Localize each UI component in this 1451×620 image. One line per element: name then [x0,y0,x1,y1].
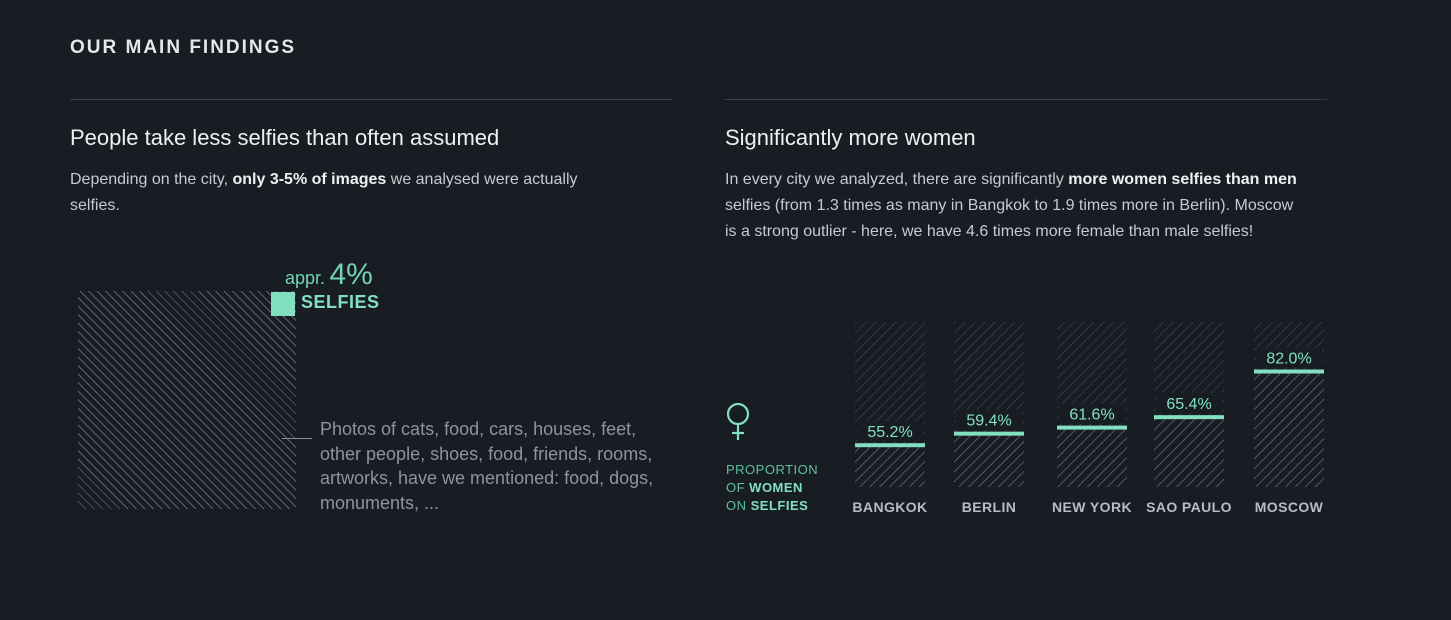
female-symbol-icon [726,402,750,440]
bar-moscow [1254,371,1324,487]
bar-sao-paulo [1154,417,1224,487]
value-label-backdrop [1156,393,1222,414]
bar-marker-line [954,431,1024,436]
proportion-line-2: OF WOMEN [726,479,818,497]
bars-group: 55.2% BANGKOK 59.4% BERLIN 61.6% NEW YORK 65.4… [852,322,1324,515]
left-text-after: we analysed were actually selfies. [70,171,578,214]
proportion-selfies: SELFIES [750,498,809,513]
left-text-before: Depending on the city, [70,171,233,188]
proportion-line-3: ON SELFIES [726,497,818,515]
value-label: 55.2% [867,424,912,441]
left-text-bold: only 3-5% of images [232,171,387,188]
proportion-line-1: PROPORTION [726,462,819,477]
other-photos-text: Photos of cats, food, cars, houses, feet… [320,419,654,513]
right-text-1: In every city we analyzed, there are sig… [725,171,1069,188]
all-images-block [78,291,296,509]
proportion-label: PROPORTION OF WOMEN ON SELFIES [726,461,818,515]
right-text-2: selfies (from 1.3 times as many in Bangk… [725,197,1294,240]
bar-new-york [1057,427,1127,487]
selfie-share-label: appr. 4% [285,258,373,292]
left-panel-heading: People take less selfies than often assu… [70,125,500,150]
bar-bangkok [855,445,925,487]
right-divider [725,99,1327,100]
proportion-of: OF [726,480,750,495]
city-label: BANGKOK [852,499,927,515]
right-panel-heading: Significantly more women [725,125,976,150]
value-label-backdrop [956,409,1022,430]
value-label: 59.4% [966,413,1011,430]
right-text-bold: more women selfies than men [1068,171,1297,188]
appr-prefix: appr. [285,268,326,288]
bar-berlin [954,433,1024,487]
value-label-backdrop [1256,347,1322,368]
section-title: OUR MAIN FINDINGS [70,37,297,58]
value-label: 61.6% [1069,407,1114,424]
city-label: SAO PAULO [1146,499,1232,515]
bar-marker-line [1154,415,1224,420]
bar-marker-line [1254,369,1324,374]
proportion-on: ON [726,498,751,513]
right-panel-text: In every city we analyzed, there are sig… [725,167,1305,245]
selfie-share-value: 4% [329,258,373,291]
left-divider [70,99,672,100]
bar-marker-line [1057,425,1127,430]
selfies-label: SELFIES [301,292,380,312]
city-label: MOSCOW [1255,499,1324,515]
value-label-backdrop [1059,403,1125,424]
value-label-backdrop [857,421,923,442]
selfie-share-square [271,292,295,316]
value-label: 65.4% [1166,396,1211,413]
connector-line [282,438,312,439]
left-panel-text: Depending on the city, only 3-5% of imag… [70,167,610,219]
city-label: BERLIN [962,499,1017,515]
value-label: 82.0% [1266,351,1311,368]
proportion-women: WOMEN [749,480,803,495]
bar-marker-line [855,443,925,448]
city-label: NEW YORK [1052,499,1132,515]
